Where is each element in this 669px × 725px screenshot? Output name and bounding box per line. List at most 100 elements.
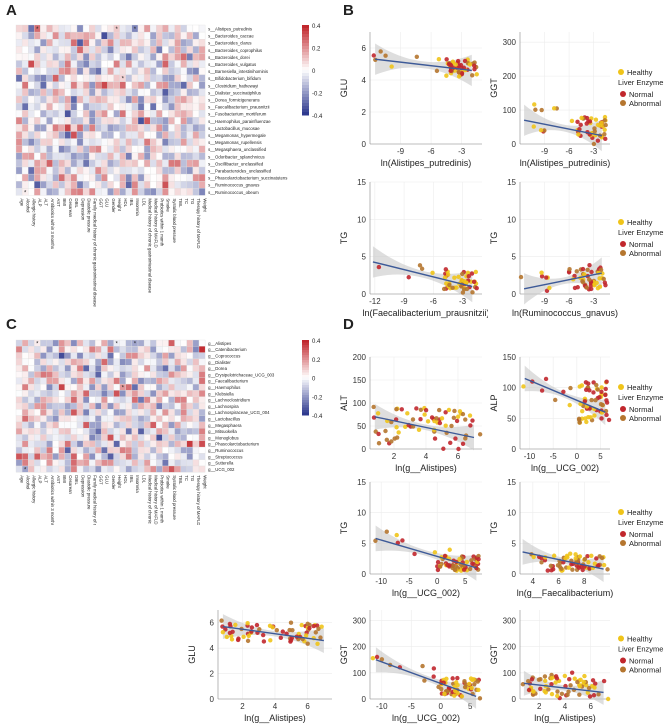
heatmap-cell (82, 377, 90, 385)
colorbar-segment (302, 390, 309, 393)
heatmap-cell (186, 159, 194, 168)
heatmap-cell (192, 409, 200, 416)
heatmap-cell (174, 415, 181, 423)
regression-line (375, 537, 477, 569)
heatmap-cell (174, 117, 181, 125)
heatmap-cell (125, 440, 133, 448)
heatmap-cell (107, 81, 114, 90)
heatmap-cell (156, 352, 163, 360)
heatmap-cell (34, 60, 41, 68)
x-tick-label: 2 (392, 452, 397, 461)
heatmap-col-label: Height (117, 475, 122, 488)
heatmap-cell (137, 159, 145, 168)
panel-label-b: B (343, 2, 354, 19)
data-point (587, 262, 592, 268)
heatmap-cell (131, 352, 139, 360)
data-point (569, 670, 575, 675)
heatmap-cell (143, 110, 151, 118)
heatmap-cell (174, 390, 181, 397)
colorbar-segment (302, 58, 309, 62)
heatmap-cell (28, 39, 35, 47)
heatmap-cell (180, 159, 187, 168)
heatmap-cell (119, 415, 126, 423)
data-point (224, 634, 230, 640)
heatmap-cell (150, 117, 157, 125)
heatmap-cell (58, 409, 65, 416)
heatmap-cell (70, 145, 78, 153)
heatmap-cell (137, 60, 145, 68)
heatmap-cell (89, 346, 96, 353)
heatmap-cell (15, 88, 23, 97)
heatmap-cell (28, 60, 35, 68)
heatmap-cell (131, 459, 139, 467)
heatmap-cell (95, 117, 102, 125)
heatmap-cell (168, 173, 175, 182)
heatmap-cell (180, 365, 187, 372)
heatmap-cell (180, 188, 187, 196)
heatmap-cell (137, 53, 145, 61)
heatmap-cell (21, 402, 29, 410)
heatmap-cell (95, 358, 102, 366)
data-point (475, 679, 480, 684)
heatmap-cell (150, 67, 157, 75)
heatmap-cell (192, 95, 200, 104)
heatmap-cell (192, 159, 200, 168)
heatmap-row-label: g__Sutterella (208, 461, 234, 466)
heatmap-cell (131, 377, 139, 385)
heatmap-cell (76, 396, 84, 404)
colorbar-segment (302, 392, 309, 396)
heatmap-col-label: Alcohol (25, 198, 30, 212)
heatmap-col-label: HDL (123, 198, 128, 207)
data-point (460, 411, 466, 417)
heatmap-cell (174, 453, 181, 460)
heatmap-cell (113, 124, 120, 132)
heatmap-cell (180, 377, 187, 385)
heatmap-cell (70, 110, 78, 118)
heatmap-cell (58, 434, 65, 441)
heatmap-cell (46, 365, 53, 372)
heatmap-cell (162, 428, 169, 435)
heatmap-cell (162, 88, 169, 97)
heatmap-cell (107, 39, 114, 47)
heatmap-cell (150, 152, 157, 161)
data-point (443, 410, 448, 415)
heatmap-cell (46, 453, 53, 460)
heatmap-cell (137, 365, 145, 372)
data-point (399, 407, 404, 412)
heatmap-col-label: ALP (38, 198, 43, 206)
heatmap-row-label: g__Lachnospiraceae_UCG_004 (208, 410, 270, 415)
data-point (459, 284, 464, 289)
heatmap-cell (162, 346, 169, 353)
heatmap-cell (64, 46, 72, 54)
heatmap-cell (15, 31, 23, 40)
data-point (442, 691, 447, 697)
heatmap-cell (180, 81, 187, 90)
data-point (469, 685, 474, 691)
heatmap-cell (131, 409, 139, 416)
heatmap-cell (131, 434, 139, 441)
heatmap-cell (156, 383, 163, 391)
heatmap-cell (70, 346, 78, 353)
heatmap-cell (101, 346, 108, 353)
heatmap-cell (76, 145, 84, 153)
colorbar-segment (302, 46, 309, 50)
heatmap-cell (198, 421, 206, 429)
heatmap-cell (46, 152, 53, 161)
data-point (588, 283, 594, 288)
heatmap-cell (76, 53, 84, 61)
heatmap-cell (64, 409, 72, 416)
data-point (229, 637, 235, 642)
x-tick-label: 4 (424, 452, 429, 461)
heatmap-cell (21, 124, 29, 132)
y-tick-label: 5 (362, 253, 367, 262)
heatmap-cell (15, 383, 23, 391)
heatmap-cell (89, 415, 96, 423)
heatmap-cell (82, 173, 90, 182)
heatmap-cell (46, 402, 53, 410)
heatmap-row-label: g__Lachnospira (208, 404, 239, 409)
data-point (466, 274, 472, 279)
heatmap-cell (107, 159, 114, 168)
data-point (451, 415, 457, 420)
heatmap-cell (192, 39, 200, 47)
colorbar-segment (302, 370, 309, 373)
